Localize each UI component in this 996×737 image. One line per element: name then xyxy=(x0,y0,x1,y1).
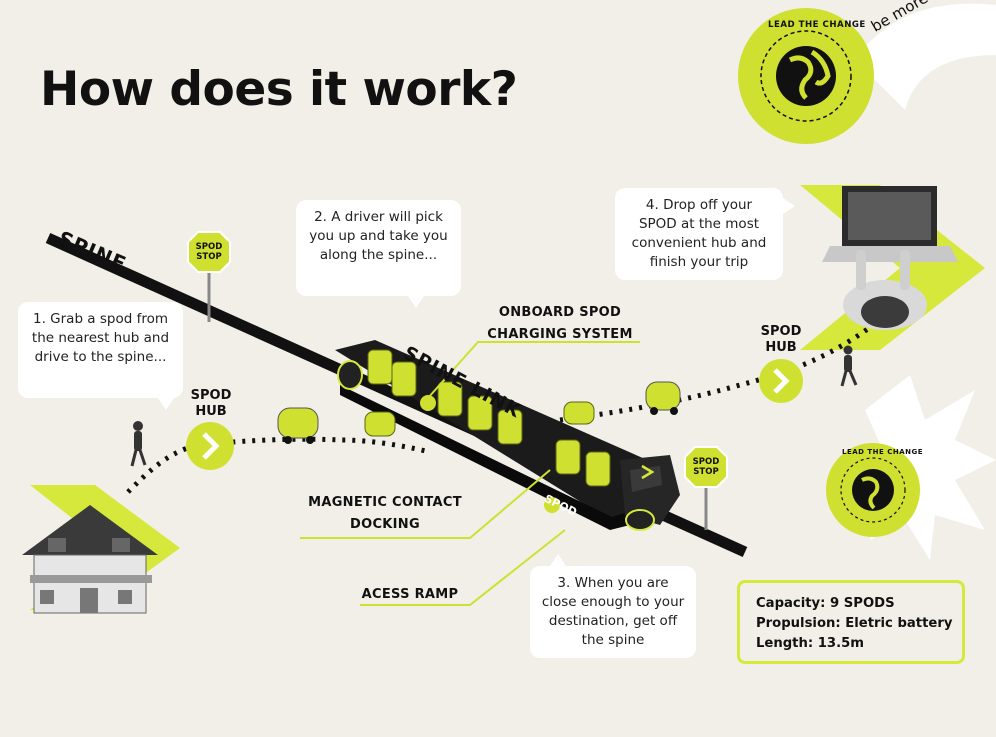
hub-left-line1: SPOD xyxy=(190,388,232,403)
step-4-bubble: 4. Drop off your SPOD at the most conven… xyxy=(615,188,795,280)
step-3-bubble: 3. When you are close enough to your des… xyxy=(530,554,696,658)
stop-right-line2: STOP xyxy=(693,467,719,477)
route-dotted-left xyxy=(126,436,431,494)
hub-right-line1: SPOD xyxy=(760,324,802,339)
spods-on-route xyxy=(277,381,681,444)
hub-right-line2: HUB xyxy=(765,340,797,355)
stop-sign-left-icon xyxy=(187,231,231,322)
docking-label: MAGNETIC CONTACT DOCKING xyxy=(295,492,475,536)
house-icon xyxy=(22,505,158,614)
lead-the-change-badge-small xyxy=(826,443,920,537)
stop-sign-right-text: SPOD STOP xyxy=(686,457,726,477)
stop-sign-left-text: SPOD STOP xyxy=(189,242,229,262)
charging-system-label: ONBOARD SPOD CHARGING SYSTEM xyxy=(470,302,650,346)
stop-left-line2: STOP xyxy=(196,252,222,262)
charging-label-line1: ONBOARD SPOD xyxy=(498,305,622,320)
badge-small-text: LEAD THE CHANGE xyxy=(842,448,924,456)
badge-large-text: LEAD THE CHANGE xyxy=(768,20,866,30)
pedestrian-icon xyxy=(130,345,858,467)
callout-lines xyxy=(300,341,640,606)
lead-the-change-badge-large xyxy=(738,8,874,144)
spods-on-platform xyxy=(364,349,611,487)
hub-left-icon xyxy=(186,422,234,470)
hub-left-line2: HUB xyxy=(195,404,227,419)
ramp-label: ACESS RAMP xyxy=(361,587,459,602)
charging-label-line2: CHARGING SYSTEM xyxy=(487,327,633,342)
step-1-bubble: 1. Grab a spod from the nearest hub and … xyxy=(18,302,183,410)
spec-length: Length: 13.5m xyxy=(756,636,865,651)
docking-label-line2: DOCKING xyxy=(350,517,420,532)
hub-left-label: SPOD HUB xyxy=(186,388,236,420)
charging-dot xyxy=(420,395,436,411)
docking-label-line1: MAGNETIC CONTACT xyxy=(308,495,462,510)
stop-right-line1: SPOD xyxy=(692,457,720,467)
step-2-bubble: 2. A driver will pick you up and take yo… xyxy=(296,200,461,308)
laptop-icon xyxy=(822,186,958,330)
stop-left-line1: SPOD xyxy=(195,242,223,252)
specs-box: Capacity: 9 SPODS Propulsion: Eletric ba… xyxy=(737,580,965,664)
banner-arc xyxy=(855,3,996,110)
page-title: How does it work? xyxy=(40,62,518,117)
spec-capacity: Capacity: 9 SPODS xyxy=(756,596,895,611)
hub-right-icon xyxy=(759,359,803,403)
hub-right-label: SPOD HUB xyxy=(755,324,807,356)
docking-dot xyxy=(544,497,560,513)
spec-propulsion: Propulsion: Eletric battery xyxy=(756,616,953,631)
stop-sign-right-icon xyxy=(684,446,728,530)
